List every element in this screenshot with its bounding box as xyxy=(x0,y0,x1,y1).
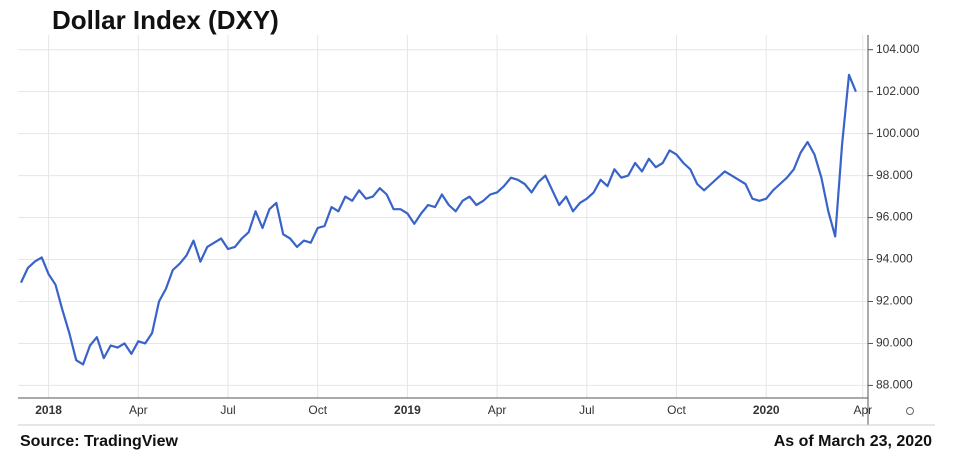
source: Source: TradingView xyxy=(20,433,179,450)
y-tick-label: 88.000 xyxy=(876,378,913,392)
y-tick-label: 102.000 xyxy=(876,84,920,98)
y-tick-label: 104.000 xyxy=(876,42,920,56)
y-tick-label: 90.000 xyxy=(876,336,913,350)
x-tick-label: Jul xyxy=(220,403,235,417)
x-tick-label: 2019 xyxy=(394,403,421,417)
x-tick-label: Apr xyxy=(129,403,148,417)
x-tick-label: 2018 xyxy=(35,403,62,417)
x-tick-label: Oct xyxy=(667,403,686,417)
y-tick-label: 100.000 xyxy=(876,126,920,140)
x-tick-label: 2020 xyxy=(753,403,780,417)
data-line xyxy=(20,73,857,366)
y-tick-label: 94.000 xyxy=(876,252,913,266)
y-tick-label: 92.000 xyxy=(876,294,913,308)
y-tick-label: 96.000 xyxy=(876,210,913,224)
x-tick-label: Apr xyxy=(488,403,507,417)
y-tick-label: 98.000 xyxy=(876,168,913,182)
as-of: As of March 23, 2020 xyxy=(774,433,932,450)
chart-title: Dollar Index (DXY) xyxy=(52,5,279,35)
settings-icon[interactable] xyxy=(906,407,914,415)
x-tick-label: Jul xyxy=(579,403,594,417)
x-tick-label: Apr xyxy=(853,403,872,417)
x-tick-label: Oct xyxy=(308,403,327,417)
